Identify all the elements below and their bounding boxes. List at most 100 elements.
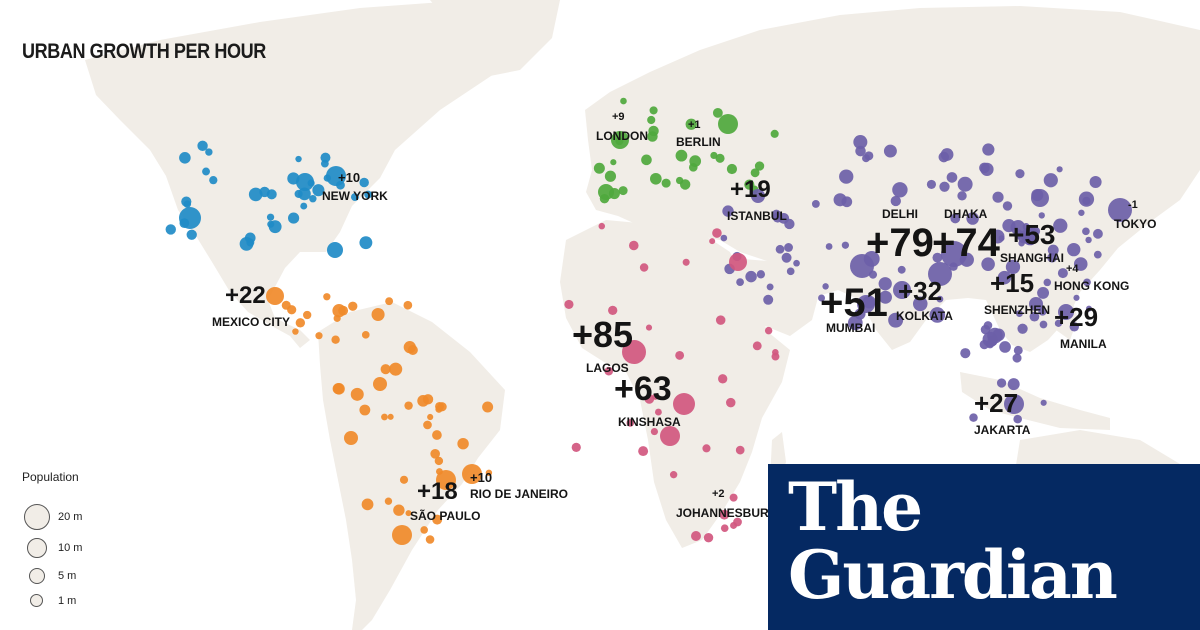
city-bubble	[729, 493, 738, 502]
city-bubble	[323, 293, 331, 301]
city-bubble	[181, 196, 192, 207]
city-bubble	[661, 178, 671, 188]
city-name-label: SHANGHAI	[1000, 251, 1064, 265]
city-bubble	[1005, 259, 1021, 275]
city-bubble-major	[691, 531, 701, 541]
city-bubble	[1013, 414, 1022, 424]
city-bubble	[381, 413, 388, 421]
city-bubble-major	[729, 253, 747, 271]
city-bubble	[764, 326, 773, 335]
city-name-label: ISTANBUL	[727, 209, 787, 223]
city-bubble	[1002, 201, 1013, 211]
city-bubble	[883, 144, 897, 158]
city-bubble	[735, 445, 745, 455]
city-bubble	[1039, 320, 1048, 329]
city-bubble	[1073, 257, 1088, 271]
city-bubble	[752, 341, 762, 351]
city-name-label: DHAKA	[944, 207, 988, 221]
legend-circle-5m	[29, 568, 45, 584]
city-bubble	[1017, 323, 1028, 334]
city-bubble	[205, 148, 213, 156]
city-name-label: KINSHASA	[618, 415, 681, 429]
city-bubble	[712, 228, 722, 238]
city-growth-label: +15	[990, 268, 1034, 298]
city-growth-label: -1	[1128, 199, 1138, 211]
city-bubble	[1015, 310, 1023, 317]
city-bubble	[610, 159, 617, 166]
land-africa	[560, 220, 790, 548]
city-bubble	[639, 263, 649, 272]
city-bubble	[598, 222, 606, 230]
city-bubble	[781, 252, 792, 263]
city-name-label: HONG KONG	[1054, 279, 1129, 293]
city-bubble	[425, 535, 435, 544]
city-bubble	[266, 213, 275, 221]
city-bubble	[620, 97, 627, 105]
city-name-label: LAGOS	[586, 361, 629, 375]
city-bubble	[571, 442, 581, 452]
city-bubble	[754, 161, 765, 171]
city-bubble	[654, 408, 662, 416]
city-bubble	[435, 405, 443, 413]
city-bubble	[950, 213, 961, 224]
city-bubble-major	[1021, 227, 1039, 245]
city-bubble	[720, 234, 728, 242]
city-bubble	[268, 220, 282, 234]
city-bubble	[1015, 169, 1025, 179]
city-bubble	[300, 202, 308, 210]
city-bubble	[427, 413, 434, 421]
city-bubble-major	[344, 431, 358, 445]
city-bubble	[818, 294, 826, 302]
city-bubble	[641, 154, 652, 166]
city-growth-label: +19	[730, 176, 771, 203]
city-bubble-major	[266, 287, 284, 305]
city-bubble-major	[893, 281, 911, 299]
guardian-logo: The Guardian	[768, 464, 1200, 630]
city-bubble	[287, 305, 297, 315]
city-name-label: SHENZHEN	[984, 303, 1050, 317]
legend-circle-10m	[27, 538, 47, 558]
city-bubble	[1093, 228, 1103, 239]
city-bubble	[385, 297, 394, 306]
city-bubble	[1056, 166, 1063, 173]
city-name-label: MANILA	[1060, 337, 1107, 351]
city-bubble	[1053, 218, 1068, 233]
city-bubble	[839, 169, 854, 184]
city-bubble	[457, 438, 469, 450]
city-growth-label: +85	[572, 314, 633, 355]
land-north-america	[85, 0, 560, 348]
city-bubble	[1013, 345, 1023, 355]
city-growth-label: +22	[225, 282, 266, 309]
city-growth-label: +2	[712, 488, 725, 500]
city-bubble	[1038, 212, 1045, 219]
city-bubble	[1078, 209, 1085, 216]
city-bubble	[331, 335, 340, 344]
city-bubble	[298, 187, 311, 201]
city-bubble	[997, 270, 1012, 285]
city-bubble	[992, 191, 1004, 203]
city-bubble	[371, 307, 385, 322]
city-bubble	[715, 315, 726, 325]
city-bubble	[186, 229, 197, 240]
city-bubble	[434, 456, 444, 466]
city-bubble	[771, 209, 782, 220]
city-bubble	[878, 277, 892, 291]
city-bubble-major	[327, 242, 343, 258]
city-bubble	[312, 184, 325, 197]
city-bubble	[197, 140, 208, 152]
city-bubble	[650, 172, 662, 185]
city-bubble	[647, 131, 658, 142]
city-bubble	[593, 162, 605, 174]
city-bubble	[719, 509, 730, 520]
city-bubble	[407, 344, 418, 356]
city-bubble	[793, 259, 800, 267]
city-bubble	[604, 170, 617, 182]
city-bubble	[1078, 191, 1095, 207]
city-growth-label: +51	[820, 281, 888, 325]
city-bubble	[403, 300, 413, 310]
city-bubble	[399, 475, 409, 484]
city-bubble	[294, 189, 303, 198]
city-bubble	[770, 129, 779, 138]
city-bubble	[1067, 242, 1081, 257]
city-bubble	[482, 401, 494, 413]
